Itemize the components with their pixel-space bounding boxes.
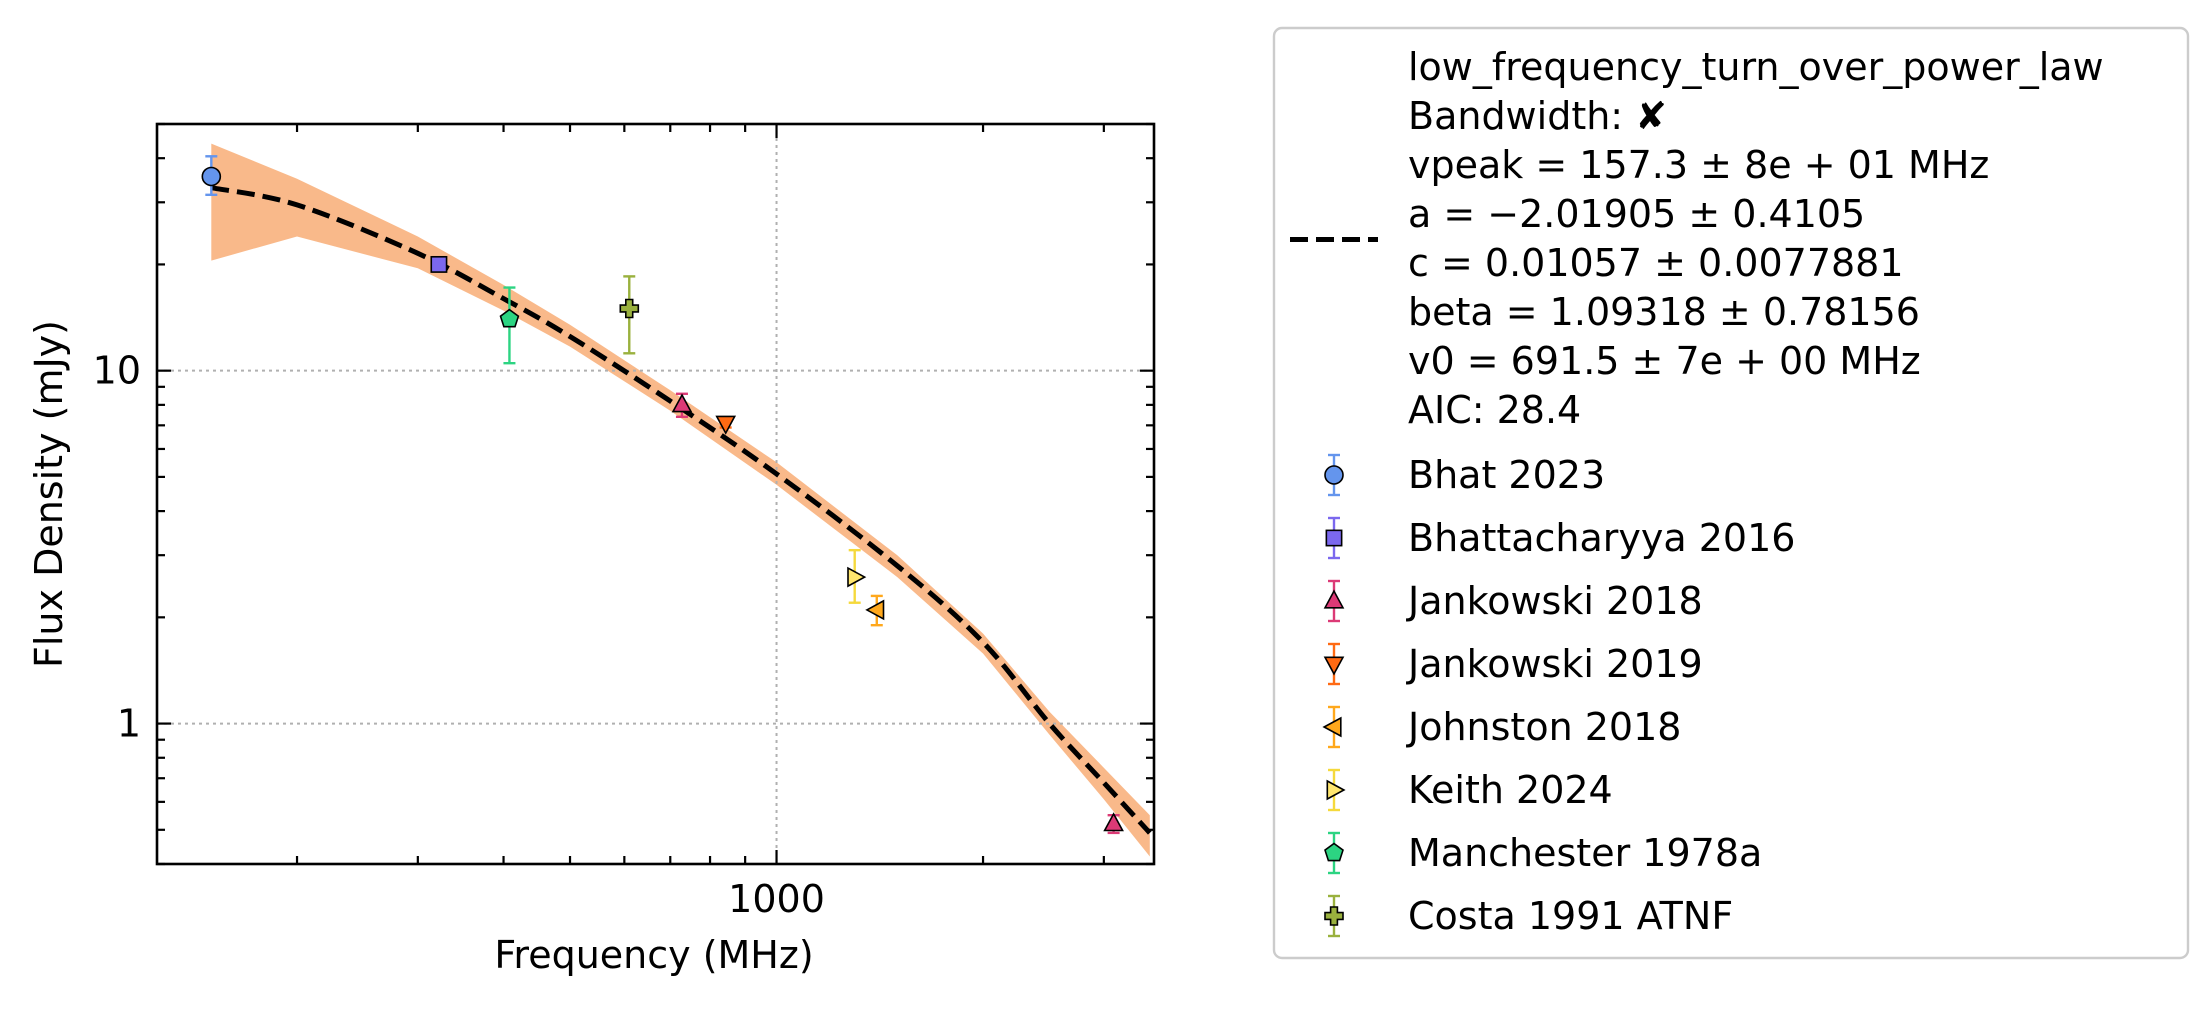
data-point — [499, 308, 520, 328]
data-point — [201, 166, 222, 187]
legend-entry-label: Johnston 2018 — [1406, 705, 1681, 749]
legend-entry-label: Manchester 1978a — [1408, 831, 1762, 875]
legend-entry-label: Keith 2024 — [1408, 768, 1613, 812]
legend-marker — [1326, 779, 1346, 801]
grid-layer — [157, 124, 1154, 864]
legend-entry-label: Costa 1991 ATNF — [1408, 894, 1733, 938]
legend-marker — [1324, 842, 1344, 862]
legend-box — [1272, 26, 2190, 960]
axis-ticks-layer: 1000 1 10 — [93, 122, 1154, 921]
legend-entry: Johnston 2018 — [1322, 705, 1681, 749]
fit-uncertainty-band — [211, 143, 1150, 857]
legend-entry: Bhat 2023 — [1324, 453, 1605, 497]
data-point — [671, 393, 693, 413]
legend-fit-label-line: v0 = 691.5 ± 7e + 00 MHz — [1408, 339, 1921, 383]
x-axis-label: Frequency (MHz) — [494, 933, 813, 977]
legend-entry-label: Bhat 2023 — [1408, 453, 1605, 497]
legend-fit-label-line: Bandwidth: ✘ — [1408, 94, 1667, 138]
data-point — [715, 415, 737, 435]
plot-frame — [155, 122, 1156, 866]
legend-entry: Costa 1991 ATNF — [1324, 894, 1733, 938]
data-point — [430, 255, 448, 273]
legend-marker — [1324, 465, 1344, 485]
legend-entry-label: Jankowski 2018 — [1406, 579, 1703, 623]
legend-fit-label-line: AIC: 28.4 — [1408, 388, 1581, 432]
legend-marker — [1323, 589, 1345, 609]
legend-marker — [1322, 716, 1342, 738]
data-point — [619, 298, 640, 319]
x-tick-label: 1000 — [728, 877, 825, 921]
y-tick-label: 10 — [93, 349, 141, 393]
legend-entry-label: Jankowski 2019 — [1406, 642, 1703, 686]
legend-fit-label-line: low_frequency_turn_over_power_law — [1408, 45, 2104, 89]
legend-marker — [1325, 529, 1343, 547]
data-point — [865, 599, 885, 621]
data-point — [1103, 812, 1124, 832]
legend-fit-label-line: c = 0.01057 ± 0.0077881 — [1408, 241, 1904, 285]
legend-entry: Keith 2024 — [1326, 768, 1613, 812]
legend-entry: Manchester 1978a — [1324, 831, 1762, 875]
legend-entry: Jankowski 2019 — [1323, 642, 1703, 686]
data-point — [847, 566, 867, 588]
y-axis-label: Flux Density (mJy) — [27, 320, 71, 668]
data-points-layer — [201, 155, 1124, 835]
legend-marker — [1324, 906, 1344, 926]
legend-fit-label-line: vpeak = 157.3 ± 8e + 01 MHz — [1408, 143, 1989, 187]
legend-entry: Bhattacharyya 2016 — [1325, 516, 1795, 560]
legend-fit-label-line: a = −2.01905 ± 0.4105 — [1408, 192, 1865, 236]
y-tick-label: 1 — [117, 702, 141, 746]
legend: low_frequency_turn_over_power_law Bandwid… — [1272, 26, 2190, 960]
fit-uncertainty-layer — [211, 143, 1150, 857]
legend-marker — [1323, 656, 1345, 676]
fit-line-layer — [210, 185, 1152, 835]
legend-fit-label-line: beta = 1.09318 ± 0.78156 — [1408, 290, 1920, 334]
fit-line — [210, 185, 1152, 835]
legend-entry-label: Bhattacharyya 2016 — [1408, 516, 1795, 560]
legend-entry: Jankowski 2018 — [1323, 579, 1703, 623]
